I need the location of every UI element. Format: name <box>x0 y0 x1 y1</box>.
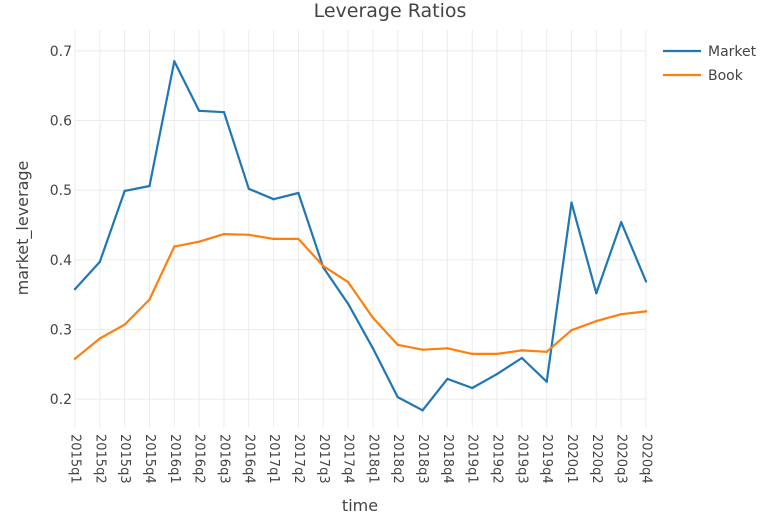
y-tick-label: 0.6 <box>50 114 72 130</box>
data-point-market <box>98 260 102 264</box>
x-tick-label: 2015q4 <box>142 434 157 484</box>
x-tick-label: 2020q3 <box>614 434 629 484</box>
data-point-market <box>148 184 151 188</box>
data-point-book <box>371 316 375 319</box>
x-tick-label: 2020q1 <box>564 434 579 484</box>
data-point-book <box>619 312 623 316</box>
data-point-market <box>396 395 399 399</box>
y-axis-title: market_leverage <box>13 161 33 296</box>
x-tick-label: 2019q2 <box>490 434 505 484</box>
x-tick-label: 2015q1 <box>68 434 83 484</box>
data-point-market <box>346 302 350 305</box>
data-point-market <box>272 198 275 201</box>
data-point-book <box>272 237 275 241</box>
legend-label: Book <box>708 68 744 84</box>
data-point-market <box>197 109 201 112</box>
data-point-book <box>123 323 126 326</box>
chart-title: Leverage Ratios <box>314 0 467 22</box>
x-tick-label: 2019q1 <box>465 434 480 484</box>
data-point-book <box>222 232 226 236</box>
x-tick-label: 2020q4 <box>639 434 654 484</box>
data-point-market <box>495 372 499 376</box>
data-point-market <box>222 110 226 114</box>
data-point-market <box>446 377 449 381</box>
data-point-book <box>98 337 102 340</box>
x-tick-label: 2015q2 <box>92 434 107 484</box>
x-tick-label: 2016q4 <box>241 434 256 484</box>
data-point-book <box>322 264 325 268</box>
data-point-market <box>73 287 77 291</box>
x-tick-label: 2016q1 <box>167 434 182 484</box>
data-point-book <box>197 240 201 243</box>
data-point-market <box>173 60 176 63</box>
series-lines <box>73 60 648 412</box>
axes: 2015q1 2015q2 2015q3 2015q4 2016q1 2016q2 2016… <box>50 44 654 484</box>
x-tick-label: 2018q2 <box>390 434 405 484</box>
data-point-market <box>371 347 375 350</box>
x-tick-label: 2017q1 <box>266 434 281 484</box>
x-tick-label: 2016q2 <box>192 434 207 484</box>
data-point-book <box>73 357 77 360</box>
y-tick-label: 0.3 <box>50 322 72 338</box>
x-tick-label: 2017q3 <box>316 434 331 484</box>
data-point-market <box>247 187 250 190</box>
legend-label: Market <box>708 44 757 60</box>
data-point-book <box>520 349 524 352</box>
data-point-market <box>545 380 548 383</box>
y-tick-label: 0.4 <box>50 253 72 269</box>
data-point-book <box>644 310 648 313</box>
data-point-market <box>421 409 424 412</box>
data-point-book <box>495 352 499 356</box>
data-point-book <box>173 245 176 248</box>
series-line-market <box>74 60 648 412</box>
x-tick-label: 2018q4 <box>440 434 455 484</box>
data-point-book <box>570 328 573 332</box>
data-point-market <box>619 221 623 224</box>
x-axis-title: time <box>342 496 378 515</box>
data-point-book <box>148 298 151 301</box>
data-point-market <box>644 280 648 283</box>
x-tick-label: 2019q3 <box>514 434 529 484</box>
data-point-book <box>247 233 250 236</box>
x-tick-label: 2020q2 <box>589 434 604 484</box>
x-tick-label: 2015q3 <box>117 434 132 484</box>
y-tick-label: 0.7 <box>50 44 72 60</box>
data-point-book <box>545 350 548 353</box>
y-tick-label: 0.2 <box>50 392 72 408</box>
data-point-book <box>297 237 300 241</box>
grid <box>74 30 647 427</box>
legend: Market Book <box>663 44 757 84</box>
data-point-book <box>396 343 399 347</box>
data-point-book <box>471 352 474 356</box>
y-tick-label: 0.5 <box>50 183 72 199</box>
data-point-book <box>346 280 350 284</box>
x-tick-label: 2018q1 <box>365 434 380 484</box>
data-point-market <box>595 292 598 295</box>
x-tick-label: 2017q2 <box>291 434 306 484</box>
x-tick-label: 2017q4 <box>341 434 356 484</box>
data-point-book <box>421 348 424 351</box>
x-tick-label: 2016q3 <box>216 434 231 484</box>
x-tick-label: 2018q3 <box>415 434 430 484</box>
data-point-market <box>471 386 474 390</box>
data-point-market <box>520 356 524 360</box>
data-point-book <box>595 319 598 323</box>
data-point-market <box>297 191 300 195</box>
data-point-market <box>123 189 126 193</box>
series-line-book <box>74 233 647 360</box>
data-point-market <box>570 201 573 204</box>
x-tick-label: 2019q4 <box>539 434 554 484</box>
data-point-book <box>446 347 449 350</box>
